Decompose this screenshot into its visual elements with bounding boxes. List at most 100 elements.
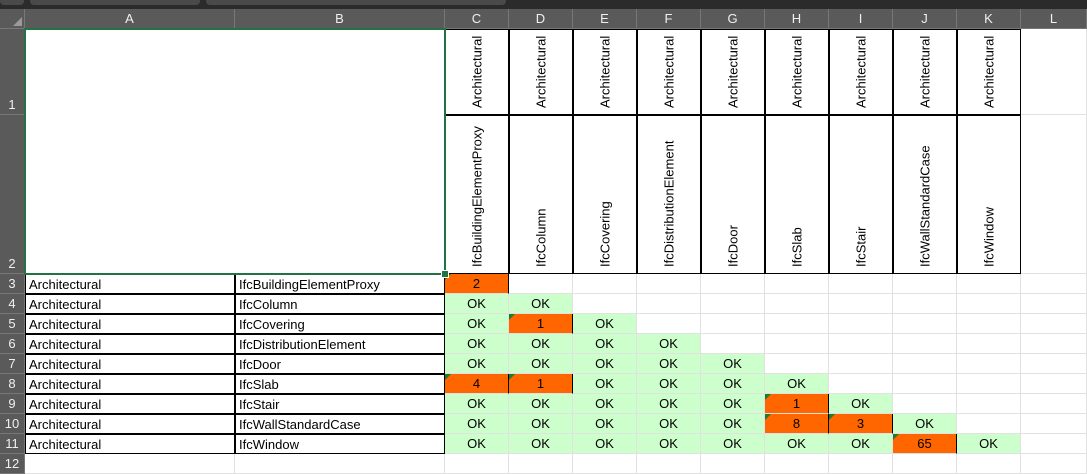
- result-ok-cell[interactable]: OK: [445, 334, 509, 354]
- result-ok-cell[interactable]: OK: [829, 434, 893, 454]
- cell-k8[interactable]: [957, 374, 1021, 394]
- cell-h6[interactable]: [765, 334, 829, 354]
- result-ok-cell[interactable]: OK: [765, 374, 829, 394]
- result-ok-cell[interactable]: OK: [701, 354, 765, 374]
- cell-k10[interactable]: [957, 414, 1021, 434]
- cell-e1[interactable]: Architectural: [573, 29, 637, 115]
- discipline-cell[interactable]: Architectural: [25, 354, 235, 374]
- result-ok-cell[interactable]: OK: [829, 394, 893, 414]
- cell-g5[interactable]: [701, 314, 765, 334]
- result-ok-cell[interactable]: OK: [445, 414, 509, 434]
- cell-d1[interactable]: Architectural: [509, 29, 573, 115]
- cell-c1[interactable]: Architectural: [445, 29, 509, 115]
- ifc-type-cell[interactable]: IfcStair: [235, 394, 445, 414]
- cell-l7[interactable]: [1021, 354, 1087, 374]
- cell-k12[interactable]: [957, 454, 1021, 474]
- result-ok-cell[interactable]: OK: [509, 434, 573, 454]
- cell-d3[interactable]: [509, 274, 573, 294]
- cell-g1[interactable]: Architectural: [701, 29, 765, 115]
- ifc-type-cell[interactable]: IfcColumn: [235, 294, 445, 314]
- column-header-e[interactable]: E: [573, 9, 637, 29]
- cell-h2[interactable]: IfcSlab: [765, 115, 829, 274]
- result-ok-cell[interactable]: OK: [573, 394, 637, 414]
- cell-j1[interactable]: Architectural: [893, 29, 957, 115]
- discipline-cell[interactable]: Architectural: [25, 414, 235, 434]
- result-ok-cell[interactable]: OK: [637, 334, 701, 354]
- cell-i6[interactable]: [829, 334, 893, 354]
- cell-j9[interactable]: [893, 394, 957, 414]
- cell-a12[interactable]: [25, 454, 235, 474]
- ifc-type-cell[interactable]: IfcWallStandardCase: [235, 414, 445, 434]
- result-ok-cell[interactable]: OK: [701, 394, 765, 414]
- result-ok-cell[interactable]: OK: [573, 374, 637, 394]
- row-header-5[interactable]: 5: [0, 314, 25, 334]
- discipline-cell[interactable]: Architectural: [25, 294, 235, 314]
- cell-l9[interactable]: [1021, 394, 1087, 414]
- cell-g6[interactable]: [701, 334, 765, 354]
- cell-i1[interactable]: Architectural: [829, 29, 893, 115]
- cell-l10[interactable]: [1021, 414, 1087, 434]
- discipline-cell[interactable]: Architectural: [25, 434, 235, 454]
- column-header-i[interactable]: I: [829, 9, 893, 29]
- column-header-d[interactable]: D: [509, 9, 573, 29]
- cell-l5[interactable]: [1021, 314, 1087, 334]
- column-header-a[interactable]: A: [25, 9, 235, 29]
- cell-c12[interactable]: [445, 454, 509, 474]
- ifc-type-cell[interactable]: IfcDistributionElement: [235, 334, 445, 354]
- cell-k4[interactable]: [957, 294, 1021, 314]
- cell-k3[interactable]: [957, 274, 1021, 294]
- cell-j6[interactable]: [893, 334, 957, 354]
- result-ok-cell[interactable]: OK: [509, 354, 573, 374]
- cell-h1[interactable]: Architectural: [765, 29, 829, 115]
- row-header-2[interactable]: 2: [0, 115, 25, 274]
- cell-i7[interactable]: [829, 354, 893, 374]
- result-ok-cell[interactable]: OK: [637, 354, 701, 374]
- ifc-type-cell[interactable]: IfcWindow: [235, 434, 445, 454]
- ifc-type-cell[interactable]: IfcBuildingElementProxy: [235, 274, 445, 294]
- cell-e2[interactable]: IfcCovering: [573, 115, 637, 274]
- cell-i4[interactable]: [829, 294, 893, 314]
- result-ok-cell[interactable]: OK: [637, 414, 701, 434]
- clash-count-cell[interactable]: 65: [893, 434, 957, 454]
- cell-l6[interactable]: [1021, 334, 1087, 354]
- discipline-cell[interactable]: Architectural: [25, 394, 235, 414]
- cell-i8[interactable]: [829, 374, 893, 394]
- cell-e3[interactable]: [573, 274, 637, 294]
- column-header-k[interactable]: K: [957, 9, 1021, 29]
- cell-l4[interactable]: [1021, 294, 1087, 314]
- cell-g3[interactable]: [701, 274, 765, 294]
- cell-e4[interactable]: [573, 294, 637, 314]
- cell-h5[interactable]: [765, 314, 829, 334]
- result-ok-cell[interactable]: OK: [637, 394, 701, 414]
- cell-i5[interactable]: [829, 314, 893, 334]
- cell-e12[interactable]: [573, 454, 637, 474]
- result-ok-cell[interactable]: OK: [637, 374, 701, 394]
- row-header-6[interactable]: 6: [0, 334, 25, 354]
- result-ok-cell[interactable]: OK: [445, 434, 509, 454]
- result-ok-cell[interactable]: OK: [445, 354, 509, 374]
- result-ok-cell[interactable]: OK: [573, 314, 637, 334]
- cell-g12[interactable]: [701, 454, 765, 474]
- discipline-cell[interactable]: Architectural: [25, 274, 235, 294]
- cell-f2[interactable]: IfcDistributionElement: [637, 115, 701, 274]
- result-ok-cell[interactable]: OK: [573, 334, 637, 354]
- row-header-1[interactable]: 1: [0, 29, 25, 115]
- cell-k2[interactable]: IfcWindow: [957, 115, 1021, 274]
- result-ok-cell[interactable]: OK: [509, 334, 573, 354]
- result-ok-cell[interactable]: OK: [573, 434, 637, 454]
- column-header-f[interactable]: F: [637, 9, 701, 29]
- cell-k6[interactable]: [957, 334, 1021, 354]
- cell-f3[interactable]: [637, 274, 701, 294]
- clash-count-cell[interactable]: 8: [765, 414, 829, 434]
- row-header-9[interactable]: 9: [0, 394, 25, 414]
- cell-g4[interactable]: [701, 294, 765, 314]
- cell-j3[interactable]: [893, 274, 957, 294]
- row-header-8[interactable]: 8: [0, 374, 25, 394]
- result-ok-cell[interactable]: OK: [957, 434, 1021, 454]
- result-ok-cell[interactable]: OK: [701, 414, 765, 434]
- result-ok-cell[interactable]: OK: [445, 294, 509, 314]
- cell-f1[interactable]: Architectural: [637, 29, 701, 115]
- column-header-j[interactable]: J: [893, 9, 957, 29]
- cell-k5[interactable]: [957, 314, 1021, 334]
- ifc-type-cell[interactable]: IfcCovering: [235, 314, 445, 334]
